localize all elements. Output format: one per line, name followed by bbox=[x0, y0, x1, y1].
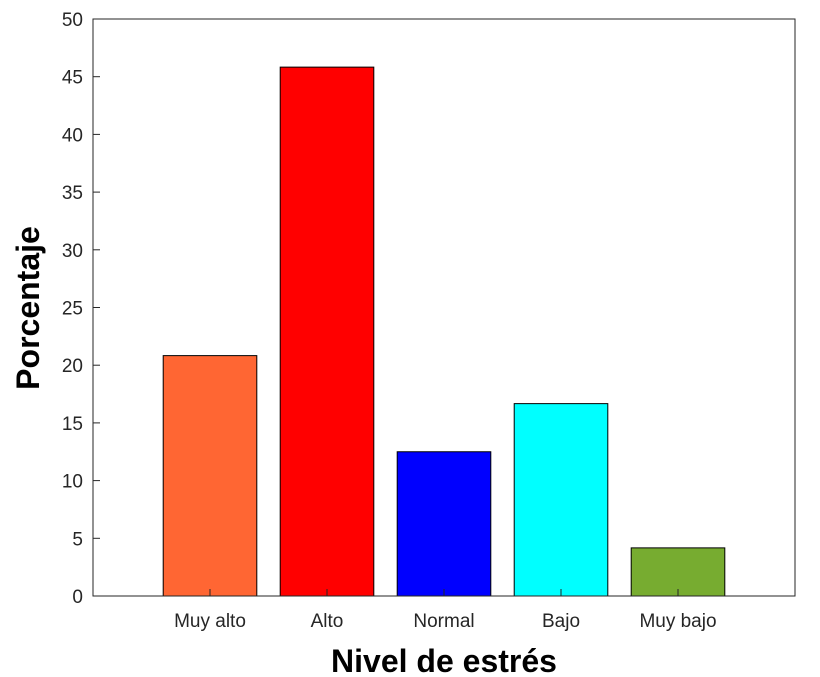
y-tick-label: 40 bbox=[62, 125, 83, 146]
y-axis-title: Porcentaje bbox=[10, 226, 46, 390]
x-tick-label: Muy bajo bbox=[639, 611, 716, 632]
x-axis-ticks: Muy alto Alto Normal Bajo Muy bajo bbox=[174, 589, 717, 632]
y-tick-label: 50 bbox=[62, 10, 83, 31]
y-tick-label: 10 bbox=[62, 472, 83, 493]
y-tick-label: 0 bbox=[72, 587, 83, 608]
bar-alto bbox=[279, 66, 375, 597]
y-tick-label: 30 bbox=[62, 241, 83, 262]
y-tick-label: 15 bbox=[62, 414, 83, 435]
x-tick-label: Muy alto bbox=[174, 611, 246, 632]
bars-group bbox=[162, 66, 726, 597]
y-tick-label: 25 bbox=[62, 299, 83, 320]
y-tick-label: 5 bbox=[72, 529, 83, 550]
y-tick-label: 35 bbox=[62, 183, 83, 204]
bar-muy-bajo bbox=[630, 547, 726, 597]
x-tick-label: Normal bbox=[413, 611, 474, 632]
x-tick-label: Bajo bbox=[542, 611, 580, 632]
y-axis-ticks: 0 5 10 15 20 25 30 35 40 45 50 bbox=[62, 10, 100, 608]
bar-bajo bbox=[513, 403, 609, 597]
y-tick-label: 20 bbox=[62, 356, 83, 377]
x-tick-label: Alto bbox=[311, 611, 344, 632]
bar-normal bbox=[396, 451, 492, 597]
bar-muy-alto bbox=[162, 355, 258, 597]
y-tick-label: 45 bbox=[62, 68, 83, 89]
x-axis-title: Nivel de estrés bbox=[331, 643, 557, 677]
